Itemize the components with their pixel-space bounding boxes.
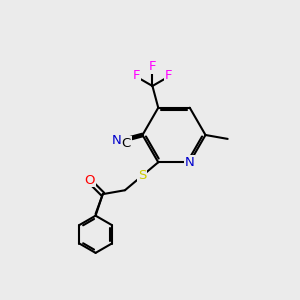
Text: N: N	[185, 156, 195, 169]
Text: O: O	[84, 174, 95, 187]
Text: F: F	[164, 69, 172, 82]
Text: F: F	[149, 60, 156, 73]
Text: N: N	[112, 134, 121, 147]
Text: C: C	[122, 136, 131, 150]
Text: F: F	[133, 69, 141, 82]
Text: S: S	[138, 169, 146, 182]
